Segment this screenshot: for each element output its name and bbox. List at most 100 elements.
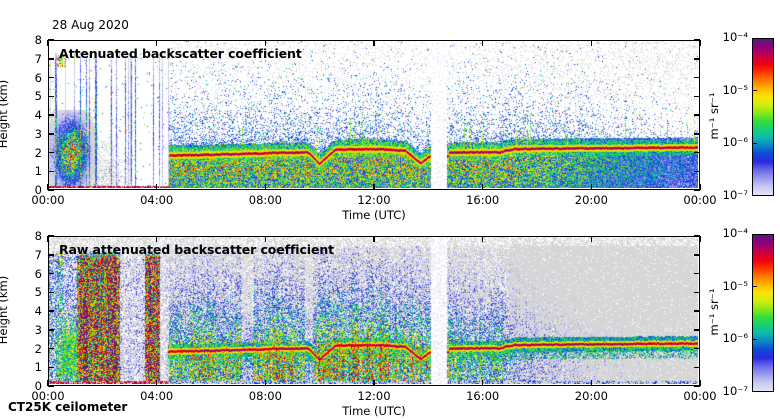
xtick-top [47, 40, 49, 46]
xtick-top [481, 40, 484, 46]
xtick-label: 16:00 [466, 389, 500, 403]
ytick-right [694, 366, 700, 368]
xtick-bottom [590, 184, 593, 190]
ytick-right [694, 114, 700, 116]
ytick-right [694, 254, 700, 256]
ytick-label: 5 [34, 285, 42, 300]
xtick-top [264, 40, 267, 46]
colorbar-tick-label: 10⁻⁵ [722, 82, 748, 97]
ytick-left [48, 133, 54, 135]
ytick-right [694, 151, 700, 154]
xtick-top [590, 236, 593, 242]
colorbar-tick-label: 10⁻⁴ [722, 226, 748, 240]
ytick-label: 6 [34, 70, 42, 85]
colorbar-1 [752, 234, 774, 392]
ytick-left [48, 385, 54, 387]
xtick-bottom [264, 184, 267, 190]
xtick-bottom [47, 184, 49, 190]
xtick-top [373, 236, 375, 242]
xtick-label: 12:00 [357, 389, 391, 403]
xtick-top [481, 236, 484, 242]
xtick-label: 20:00 [574, 193, 608, 207]
xtick-top [699, 40, 701, 46]
ytick-label: 0 [34, 379, 42, 393]
ytick-left [48, 114, 54, 116]
ytick-left [48, 310, 54, 312]
ytick-left [48, 291, 54, 293]
ytick-label: 1 [34, 360, 42, 375]
ytick-label: 2 [34, 341, 42, 356]
ytick-right [694, 39, 700, 41]
xtick-label: 00:00 [31, 389, 65, 403]
xtick-top [155, 40, 158, 46]
date-label: 28 Aug 2020 [52, 18, 129, 32]
ytick-right [694, 235, 700, 237]
xtick-label: 08:00 [248, 389, 282, 403]
ytick-right [694, 329, 700, 331]
colorbar-tick [752, 285, 757, 288]
xtick-bottom [590, 380, 593, 386]
plot-area-attenuated-backscatter [48, 40, 700, 190]
ytick-left [48, 254, 54, 256]
xtick-label: 08:00 [248, 193, 282, 207]
panel-title-attenuated-backscatter: Attenuated backscatter coefficient [59, 46, 302, 61]
ytick-right [694, 189, 700, 191]
ytick-label: 1 [34, 164, 42, 179]
xtick-label: 12:00 [357, 193, 391, 207]
ytick-label: 3 [34, 126, 42, 141]
colorbar-tick [752, 338, 757, 341]
colorbar-0 [752, 38, 774, 196]
xtick-bottom [481, 380, 484, 386]
ytick-label: 5 [34, 89, 42, 104]
panel-title-raw-attenuated-backscatter: Raw attenuated backscatter coefficient [59, 242, 335, 257]
colorbar-tick-label: 10⁻⁴ [722, 30, 748, 44]
xtick-top [47, 236, 49, 242]
xtick-bottom [699, 184, 701, 190]
ytick-left [48, 189, 54, 191]
colorbar-tick-label: 10⁻⁷ [722, 384, 748, 398]
xtick-bottom [155, 184, 158, 190]
heatmap-canvas-raw-attenuated-backscatter [49, 237, 698, 384]
ytick-label: 8 [34, 229, 42, 243]
xtick-bottom [373, 184, 375, 190]
ytick-left [48, 39, 54, 41]
ytick-right [694, 133, 700, 135]
ytick-label: 6 [34, 266, 42, 281]
xtick-bottom [155, 380, 158, 386]
xtick-bottom [47, 380, 49, 386]
ytick-right [694, 95, 700, 97]
xtick-bottom [264, 380, 267, 386]
colorbar-tick-label: 10⁻⁶ [722, 331, 748, 346]
xtick-label: 00:00 [683, 193, 717, 207]
colorbar-gradient-0 [753, 39, 773, 195]
ytick-left [48, 76, 54, 79]
xtick-top [699, 236, 701, 242]
ytick-label: 2 [34, 145, 42, 160]
xtick-top [373, 40, 375, 46]
xtick-label: 00:00 [31, 193, 65, 207]
ytick-label: 8 [34, 33, 42, 47]
xtick-top [590, 40, 593, 46]
heatmap-canvas-attenuated-backscatter [49, 41, 698, 188]
ytick-label: 3 [34, 322, 42, 337]
ytick-label: 4 [34, 108, 42, 122]
ytick-left [48, 58, 54, 60]
ytick-label: 4 [34, 304, 42, 318]
ytick-right [694, 170, 700, 172]
ytick-left [48, 95, 54, 97]
xtick-label: 00:00 [683, 389, 717, 403]
ytick-right [694, 347, 700, 350]
colorbar-tick-label: 10⁻⁷ [722, 188, 748, 202]
ytick-label: 7 [34, 51, 42, 66]
colorbar-gradient-1 [753, 235, 773, 391]
ytick-left [48, 366, 54, 368]
xtick-top [155, 236, 158, 242]
xtick-top [264, 236, 267, 242]
ytick-right [694, 291, 700, 293]
ytick-left [48, 347, 54, 350]
ytick-right [694, 58, 700, 60]
x-axis-title-attenuated-backscatter: Time (UTC) [342, 208, 406, 222]
